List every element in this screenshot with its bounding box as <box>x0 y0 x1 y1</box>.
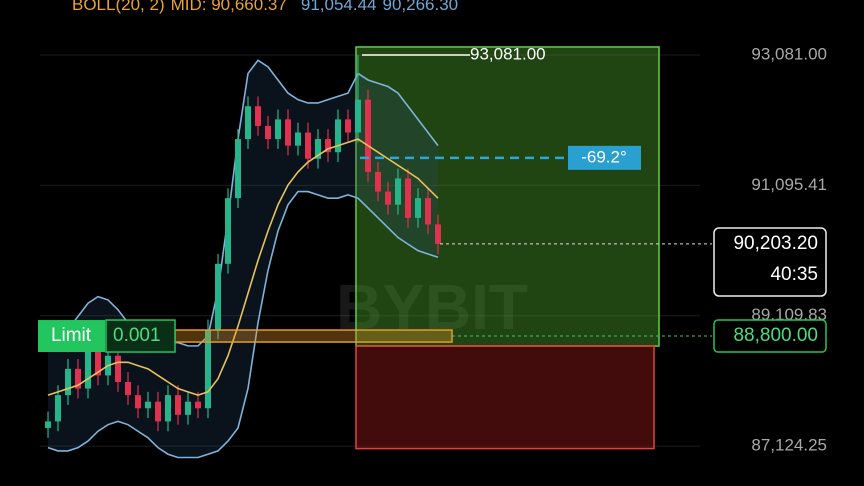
candle-body <box>345 119 351 133</box>
band-fill <box>48 60 438 458</box>
candle-body <box>115 355 121 382</box>
high-marker-label: 93,081.00 <box>470 44 546 63</box>
candle-body <box>295 132 301 146</box>
candle-body <box>205 329 211 409</box>
candle-body <box>185 401 191 415</box>
candle-body <box>215 263 221 330</box>
candle-body <box>45 421 51 428</box>
order-type-box <box>38 320 105 353</box>
last-price-box <box>713 227 827 297</box>
candle-body <box>55 395 61 422</box>
y-tick-label: 91,095.41 <box>751 175 827 194</box>
candle-body <box>225 198 231 264</box>
candle-body <box>245 106 251 140</box>
candle-body <box>265 125 271 140</box>
candle-body <box>195 401 201 409</box>
boll-upper <box>47 59 439 350</box>
indicator-label: BOLL(20, 2) <box>72 0 165 14</box>
candle-body <box>75 368 81 389</box>
candle-body <box>135 395 141 409</box>
candle-body <box>425 198 431 225</box>
boll-lower <box>47 190 439 459</box>
candle-body <box>325 139 331 153</box>
candle-body <box>435 224 441 244</box>
candle-body <box>175 395 181 415</box>
y-tick-label: 93,081.00 <box>751 44 827 63</box>
upper-label: 91,054.44 <box>301 0 377 14</box>
mid-label: MID: 90,660.37 <box>171 0 287 14</box>
order-qty-box <box>105 319 176 353</box>
candle-body <box>275 119 281 140</box>
order-type: Limit <box>51 325 92 346</box>
candle-body <box>285 119 291 146</box>
order-qty: 0.001 <box>113 325 161 346</box>
candle-body <box>385 191 391 205</box>
watermark: BYBIT <box>336 271 528 343</box>
candle-body <box>125 381 131 396</box>
candle-body <box>85 349 91 389</box>
candle-body <box>95 349 101 376</box>
candle-body <box>65 368 71 396</box>
angle-label-box <box>568 145 641 170</box>
last-price-label: 90,203.20 <box>733 233 818 254</box>
angle-label: -69.2° <box>581 147 627 166</box>
order-price: 88,800.00 <box>733 325 818 346</box>
candle-body <box>405 178 411 218</box>
y-tick-label: 87,124.25 <box>751 436 827 455</box>
candle-body <box>235 139 241 199</box>
candle-body <box>305 132 311 159</box>
candle-body <box>165 395 171 422</box>
countdown-label: 40:35 <box>770 264 818 285</box>
candle-body <box>255 106 261 126</box>
candle-body <box>355 99 361 133</box>
boll-mid <box>47 138 439 396</box>
candle-body <box>335 119 341 153</box>
candle-body <box>145 401 151 409</box>
candle-body <box>365 99 371 172</box>
candle-body <box>315 139 321 159</box>
stop-loss-zone <box>355 345 655 450</box>
indicator-header: BOLL(20, 2) MID: 90,660.37 91,054.44 90,266… <box>72 0 458 14</box>
candle-body <box>375 171 381 192</box>
candle-body <box>155 401 161 422</box>
order-price-box <box>713 319 827 353</box>
lower-label: 90,266.30 <box>383 0 459 14</box>
candle-body <box>415 198 421 218</box>
candle-body <box>395 178 401 205</box>
order-line <box>174 329 453 343</box>
